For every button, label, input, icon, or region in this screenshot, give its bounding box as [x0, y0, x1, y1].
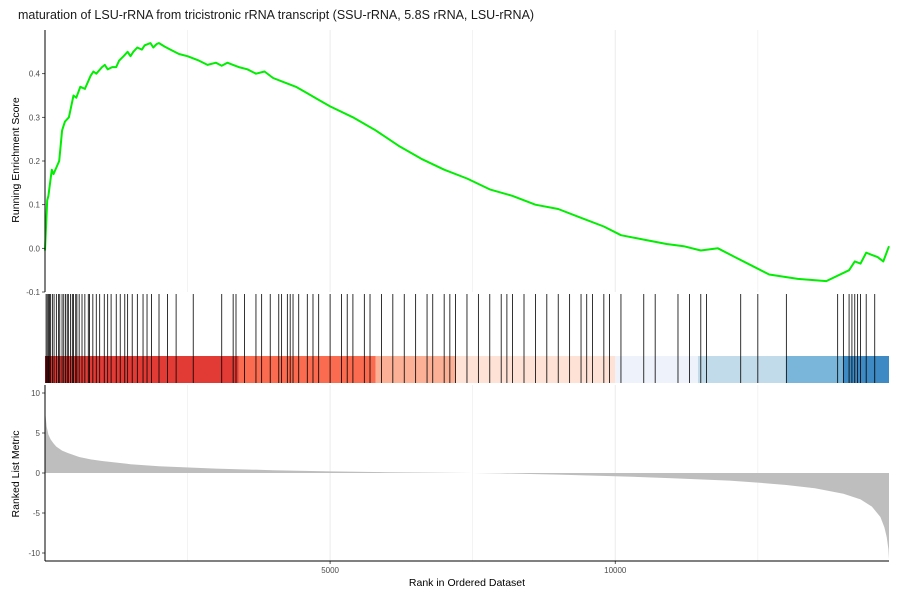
metric-area	[45, 410, 889, 560]
metric-panel	[45, 410, 889, 560]
es-y-tick-label: 0.3	[29, 113, 41, 122]
rank-band-segment	[45, 356, 239, 383]
metric-y-tick-label: -5	[33, 509, 41, 518]
es-y-tick-label: 0.4	[29, 70, 41, 79]
x-tick-label: 5000	[321, 566, 339, 575]
es-y-axis-title: Running Enrichment Score	[10, 97, 22, 223]
es-y-tick-label: 0.2	[29, 157, 41, 166]
es-panel-grid	[187, 30, 759, 292]
hits-panel	[45, 294, 889, 383]
es-y-tick-label: 0.1	[29, 201, 41, 210]
rank-band-segment	[786, 356, 844, 383]
metric-y-axis-title: Ranked List Metric	[10, 431, 22, 518]
x-axis-title: Rank in Ordered Dataset	[409, 577, 525, 589]
metric-y-tick-label: 0	[36, 469, 41, 478]
metric-y-tick-label: -10	[28, 549, 40, 558]
rank-band-segment	[697, 356, 787, 383]
axes: -0.1 0.0 0.1 0.2 0.3 0.4 -10 -5 0 5 10 5000 10000	[26, 30, 889, 575]
es-y-tick-label: 0.0	[29, 244, 41, 253]
es-panel	[44, 42, 890, 283]
rank-band-segment	[615, 356, 698, 383]
metric-y-tick-label: 10	[31, 389, 40, 398]
x-tick-label: 10000	[604, 566, 627, 575]
chart-title: maturation of LSU-rRNA from tricistronic…	[18, 8, 535, 22]
es-y-tick-label: -0.1	[26, 288, 40, 297]
es-line	[44, 42, 890, 283]
metric-y-tick-label: 5	[36, 429, 41, 438]
